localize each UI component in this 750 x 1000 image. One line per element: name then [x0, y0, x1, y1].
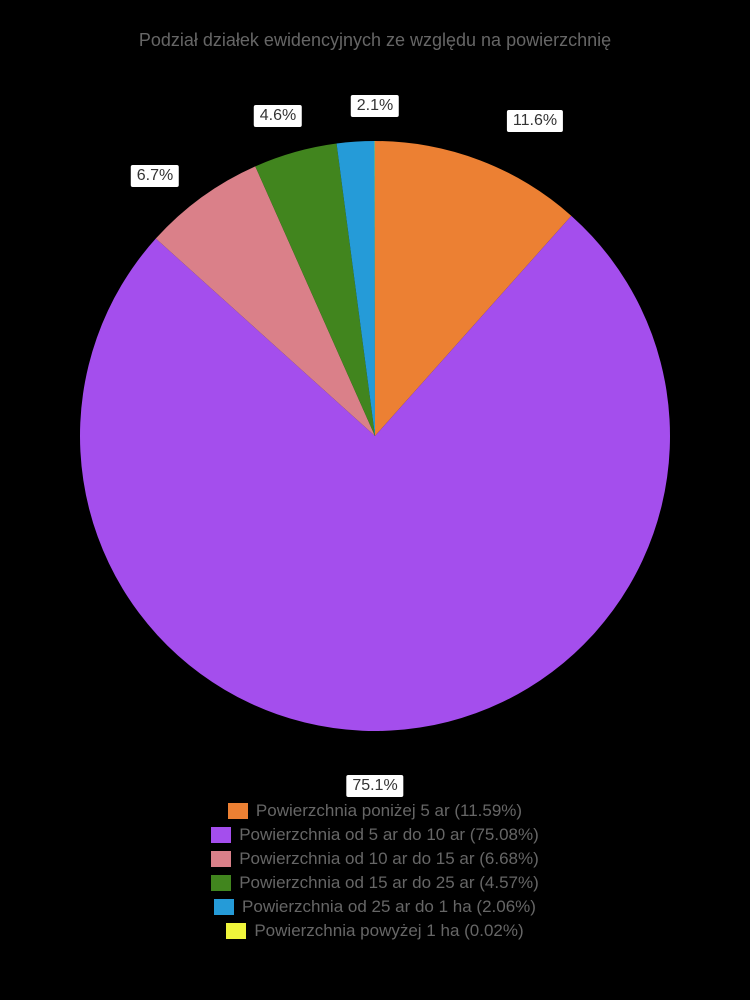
- legend-item-2: Powierzchnia od 10 ar do 15 ar (6.68%): [211, 849, 539, 869]
- legend-swatch-1: [211, 827, 231, 843]
- pct-label-4: 2.1%: [351, 95, 399, 117]
- legend-label-1: Powierzchnia od 5 ar do 10 ar (75.08%): [239, 825, 539, 845]
- legend-label-2: Powierzchnia od 10 ar do 15 ar (6.68%): [239, 849, 539, 869]
- legend: Powierzchnia poniżej 5 ar (11.59%)Powier…: [211, 801, 539, 941]
- legend-swatch-3: [211, 875, 231, 891]
- legend-label-4: Powierzchnia od 25 ar do 1 ha (2.06%): [242, 897, 536, 917]
- pct-label-2: 6.7%: [131, 165, 179, 187]
- chart-container: Podział działek ewidencyjnych ze względu…: [0, 0, 750, 1000]
- legend-item-4: Powierzchnia od 25 ar do 1 ha (2.06%): [214, 897, 536, 917]
- legend-swatch-2: [211, 851, 231, 867]
- legend-swatch-4: [214, 899, 234, 915]
- pct-label-1: 75.1%: [346, 775, 403, 797]
- pct-label-3: 4.6%: [254, 105, 302, 127]
- pct-label-0: 11.6%: [507, 110, 563, 132]
- legend-item-3: Powierzchnia od 15 ar do 25 ar (4.57%): [211, 873, 539, 893]
- pie-svg: [75, 136, 675, 736]
- legend-label-5: Powierzchnia powyżej 1 ha (0.02%): [254, 921, 523, 941]
- legend-item-1: Powierzchnia od 5 ar do 10 ar (75.08%): [211, 825, 539, 845]
- pie-area: 11.6% 75.1% 6.7% 4.6% 2.1%: [0, 61, 750, 811]
- legend-swatch-5: [226, 923, 246, 939]
- legend-item-5: Powierzchnia powyżej 1 ha (0.02%): [226, 921, 523, 941]
- chart-title: Podział działek ewidencyjnych ze względu…: [139, 30, 611, 51]
- legend-label-3: Powierzchnia od 15 ar do 25 ar (4.57%): [239, 873, 539, 893]
